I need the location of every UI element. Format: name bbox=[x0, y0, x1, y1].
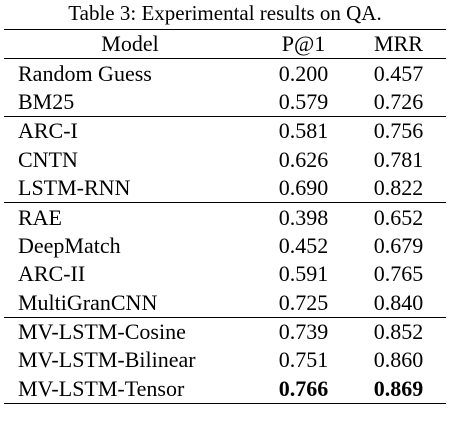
row-group: MV-LSTM-Cosine 0.739 0.852 MV-LSTM-Bilinear… bbox=[4, 317, 446, 404]
model-name: MV-LSTM-Tensor bbox=[18, 375, 185, 401]
metric-value: 0.726 bbox=[373, 88, 424, 114]
table-row: MV-LSTM-Tensor 0.766 0.869 bbox=[4, 375, 446, 404]
table-header: Model P@1 MRR bbox=[4, 29, 446, 59]
metric-value: 0.840 bbox=[373, 289, 424, 315]
header-cell: MRR bbox=[374, 31, 423, 57]
model-name: MV-LSTM-Cosine bbox=[18, 319, 186, 345]
metric-value: 0.626 bbox=[278, 146, 329, 172]
metric-value: 0.852 bbox=[373, 319, 424, 345]
header-cell: P@1 bbox=[281, 31, 326, 57]
metric-value: 0.398 bbox=[278, 204, 329, 230]
results-table: Model P@1 MRR Random Guess 0.200 0.457 BM25… bbox=[4, 29, 446, 404]
table-row: MV-LSTM-Cosine 0.739 0.852 bbox=[4, 317, 446, 346]
metric-value: 0.860 bbox=[373, 347, 424, 373]
header-cell: Model bbox=[101, 31, 159, 57]
table-caption: Table 3: Experimental results on QA. bbox=[68, 1, 382, 25]
metric-value: 0.457 bbox=[373, 60, 424, 86]
metric-value: 0.690 bbox=[278, 175, 329, 201]
model-name: LSTM-RNN bbox=[18, 175, 131, 201]
table-row: DeepMatch 0.452 0.679 bbox=[4, 232, 446, 260]
metric-value: 0.756 bbox=[373, 118, 424, 144]
model-name: CNTN bbox=[18, 146, 78, 172]
model-name: BM25 bbox=[18, 88, 75, 114]
table-row: ARC-II 0.591 0.765 bbox=[4, 260, 446, 288]
model-name: DeepMatch bbox=[18, 232, 121, 258]
model-name: MultiGranCNN bbox=[18, 289, 158, 315]
table-row: Random Guess 0.200 0.457 bbox=[4, 59, 446, 88]
model-name: ARC-I bbox=[18, 118, 78, 144]
table-row: LSTM-RNN 0.690 0.822 bbox=[4, 174, 446, 203]
metric-value: 0.725 bbox=[278, 289, 329, 315]
row-group: ARC-I 0.581 0.756 CNTN 0.626 0.781 LSTM-RNN 0.6… bbox=[4, 116, 446, 203]
table-row: MultiGranCNN 0.725 0.840 bbox=[4, 289, 446, 318]
table-row: MV-LSTM-Bilinear 0.751 0.860 bbox=[4, 346, 446, 374]
table-row: CNTN 0.626 0.781 bbox=[4, 146, 446, 174]
table-row: ARC-I 0.581 0.756 bbox=[4, 116, 446, 146]
model-name: ARC-II bbox=[18, 261, 86, 287]
row-group: Random Guess 0.200 0.457 BM25 0.579 0.726 bbox=[4, 59, 446, 117]
model-name: MV-LSTM-Bilinear bbox=[18, 347, 196, 373]
metric-value: 0.739 bbox=[278, 319, 329, 345]
metric-value: 0.591 bbox=[278, 261, 329, 287]
metric-value: 0.751 bbox=[278, 347, 329, 373]
metric-value: 0.822 bbox=[373, 175, 424, 201]
metric-value: 0.766 bbox=[278, 375, 329, 401]
metric-value: 0.200 bbox=[278, 60, 329, 86]
model-name: Random Guess bbox=[18, 60, 152, 86]
table-row: RAE 0.398 0.652 bbox=[4, 202, 446, 232]
header-row: Model P@1 MRR bbox=[4, 29, 446, 59]
model-name: RAE bbox=[18, 204, 62, 230]
metric-value: 0.652 bbox=[373, 204, 424, 230]
metric-value: 0.869 bbox=[373, 375, 424, 401]
metric-value: 0.781 bbox=[373, 146, 424, 172]
table-row: BM25 0.579 0.726 bbox=[4, 88, 446, 117]
row-group: RAE 0.398 0.652 DeepMatch 0.452 0.679 ARC-II 0.… bbox=[4, 202, 446, 318]
metric-value: 0.679 bbox=[373, 232, 424, 258]
metric-value: 0.765 bbox=[373, 261, 424, 287]
metric-value: 0.581 bbox=[278, 118, 329, 144]
metric-value: 0.452 bbox=[278, 232, 329, 258]
metric-value: 0.579 bbox=[278, 88, 329, 114]
